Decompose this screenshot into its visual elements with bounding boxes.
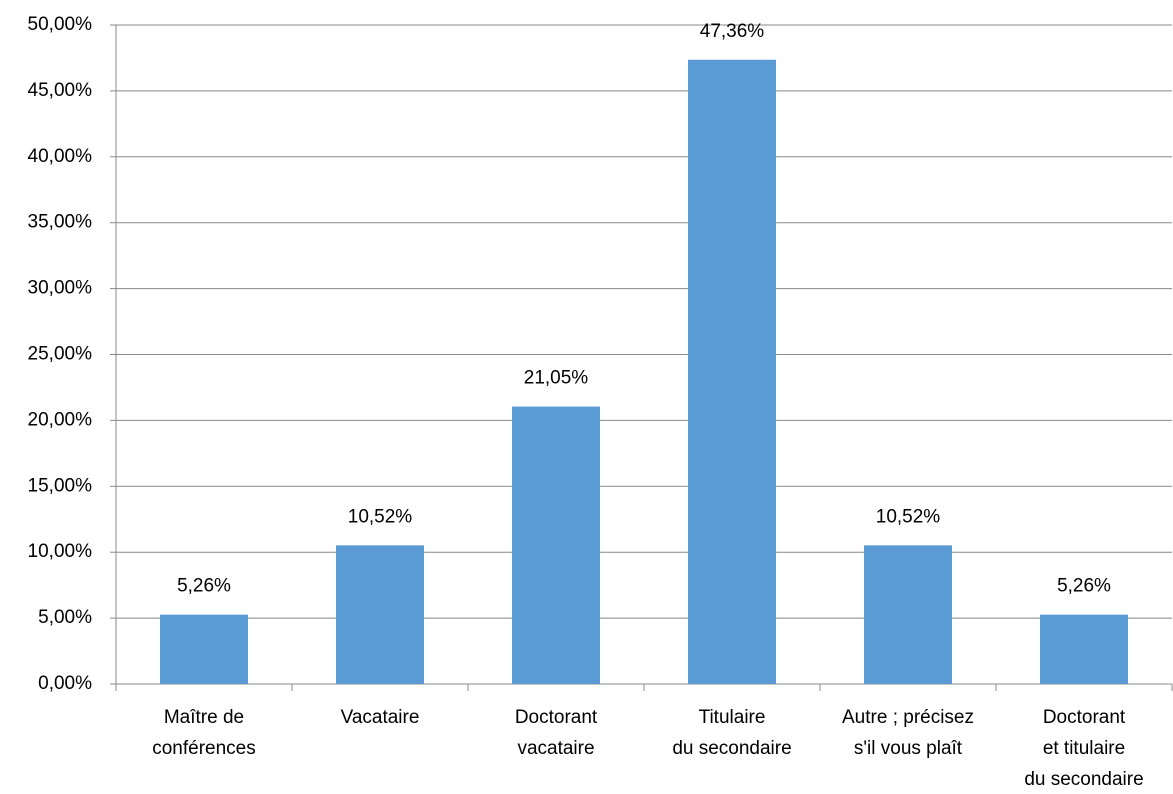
x-tick-label: Doctorant <box>1043 707 1126 728</box>
bar <box>160 614 248 684</box>
x-tick-label: s'il vous plaît <box>854 738 963 759</box>
x-tick-label: Maître de <box>164 707 244 728</box>
x-tick-label: Vacataire <box>341 707 420 728</box>
y-tick-label: 15,00% <box>28 475 93 496</box>
x-tick-label: vacataire <box>517 738 594 759</box>
value-label: 47,36% <box>700 21 765 42</box>
x-tick-label: conférences <box>152 738 256 759</box>
y-tick-label: 30,00% <box>28 278 93 299</box>
value-label: 21,05% <box>524 368 589 389</box>
x-tick-label: du secondaire <box>672 738 791 759</box>
y-tick-label: 35,00% <box>28 212 93 233</box>
value-label: 10,52% <box>348 506 413 527</box>
x-tick-label: et titulaire <box>1043 738 1125 759</box>
x-tick-label: du secondaire <box>1024 769 1143 790</box>
bar <box>688 59 776 684</box>
y-tick-label: 5,00% <box>38 607 92 628</box>
y-tick-label: 25,00% <box>28 344 93 365</box>
y-tick-label: 20,00% <box>28 409 93 430</box>
y-tick-label: 0,00% <box>38 673 92 694</box>
y-tick-label: 40,00% <box>28 146 93 167</box>
x-tick-label: Doctorant <box>515 707 598 728</box>
bar <box>336 545 424 684</box>
x-tick-label: Autre ; précisez <box>842 707 974 728</box>
y-tick-label: 10,00% <box>28 541 93 562</box>
value-label: 5,26% <box>1057 576 1111 597</box>
y-tick-label: 45,00% <box>28 80 93 101</box>
bar <box>1040 614 1128 684</box>
y-tick-label: 50,00% <box>28 14 93 35</box>
value-label: 5,26% <box>177 576 231 597</box>
value-label: 10,52% <box>876 506 941 527</box>
x-tick-label: Titulaire <box>699 707 766 728</box>
bar <box>512 406 600 684</box>
bar <box>864 545 952 684</box>
